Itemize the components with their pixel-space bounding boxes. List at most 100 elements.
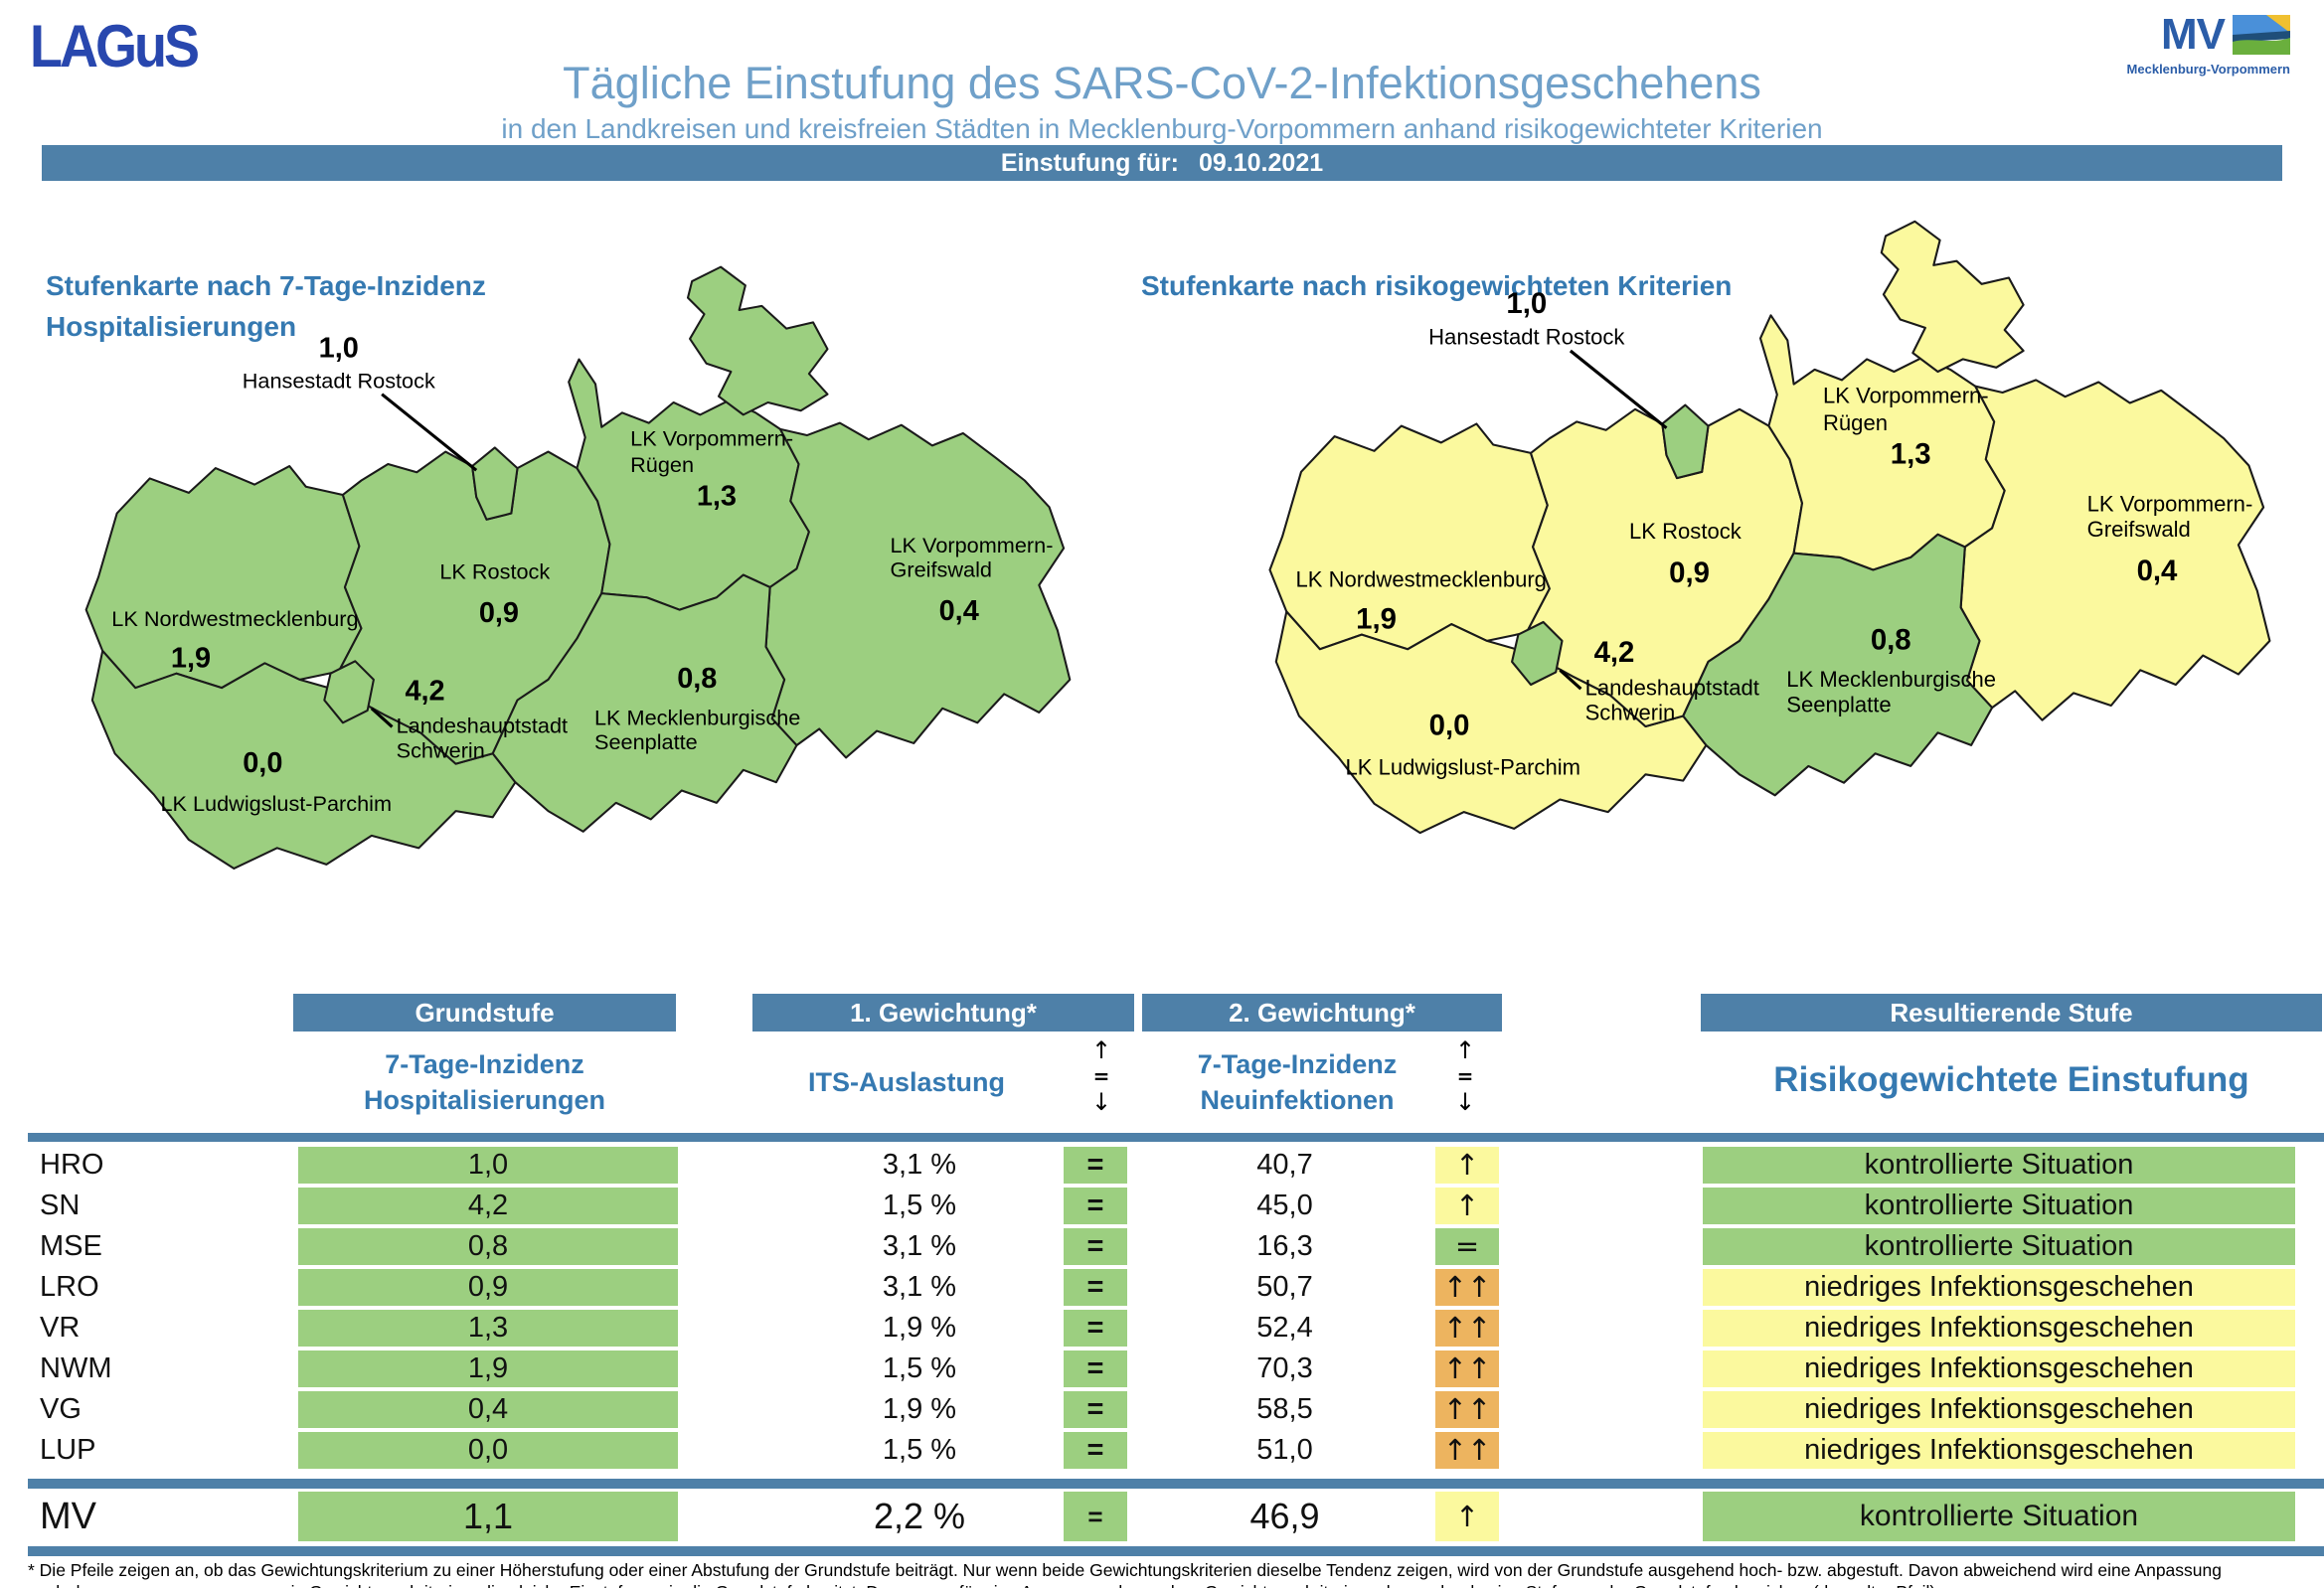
nwm-name: LK Nordwestmecklenburg xyxy=(1296,566,1547,591)
trend-legend-2: ↑ = ↓ xyxy=(1443,1037,1487,1116)
result-cell: kontrollierte Situation xyxy=(1703,1492,2295,1541)
nwm-value: 1,9 xyxy=(171,643,211,675)
neuinfektionen-value: 40,7 xyxy=(1256,1149,1313,1181)
mse-value: 0,8 xyxy=(1871,623,1911,656)
district-lup xyxy=(90,649,517,871)
mv-logo: MV Mecklenburg-Vorpommern xyxy=(2101,10,2290,77)
neuinfektionen-value: 45,0 xyxy=(1256,1190,1313,1221)
table-row: HRO 1,0 3,1 % = 40,7 ↑ kontrollierte Sit… xyxy=(0,1145,2324,1186)
district-code: LRO xyxy=(40,1271,99,1303)
mse-name-1: LK Mecklenburgische xyxy=(1786,667,1996,692)
district-code: NWM xyxy=(40,1352,112,1384)
table-body: HRO 1,0 3,1 % = 40,7 ↑ kontrollierte Sit… xyxy=(0,1145,2324,1471)
map-risikogewichtet: 1,0 Hansestadt Rostock LK Vorpommern- Rü… xyxy=(1218,205,2324,893)
trend2-cell: ↑↑ xyxy=(1435,1350,1499,1387)
trend1-cell: = xyxy=(1064,1269,1127,1306)
equals-icon: = xyxy=(1456,1064,1474,1089)
its-value: 1,5 % xyxy=(882,1190,957,1221)
trend2-cell: ↑ xyxy=(1435,1188,1499,1224)
neuinfektionen-value: 50,7 xyxy=(1256,1271,1313,1303)
trend1-cell: = xyxy=(1064,1188,1127,1224)
district-vg xyxy=(1959,379,2271,721)
divider-summary xyxy=(28,1479,2324,1489)
district-code: LUP xyxy=(40,1434,96,1466)
arrow-up-icon: ↑ xyxy=(1454,1036,1476,1064)
summary-row-mv: MV 1,1 2,2 % = 46,9 ↑ kontrollierte Situ… xyxy=(0,1489,2324,1544)
district-sn xyxy=(323,660,375,724)
district-nwm xyxy=(1268,422,1551,651)
grundstufe-cell: 0,0 xyxy=(298,1432,678,1469)
footnote-line-2: auch dann vorgenommen, wenn ein Gewichtu… xyxy=(28,1582,2310,1588)
arrow-down-icon: ↓ xyxy=(1454,1088,1476,1117)
trend2-cell: ↑↑ xyxy=(1435,1310,1499,1347)
sn-value: 4,2 xyxy=(1594,636,1635,669)
neuinfektionen-value: 51,0 xyxy=(1256,1434,1313,1466)
arrow-down-icon: ↓ xyxy=(1090,1088,1112,1117)
map-labels: 1,0 Hansestadt Rostock LK Vorpommern- Rü… xyxy=(111,333,1053,817)
column-header-gewichtung2: 2. Gewichtung* xyxy=(1142,994,1502,1032)
grundstufe-cell: 1,1 xyxy=(298,1492,678,1541)
hro-value: 1,0 xyxy=(319,333,359,365)
district-code: VG xyxy=(40,1393,82,1425)
result-cell: niedriges Infektionsgeschehen xyxy=(1703,1269,2295,1306)
trend2-cell: ↑↑ xyxy=(1435,1391,1499,1428)
hro-callout-line xyxy=(381,393,478,472)
lup-value: 0,0 xyxy=(243,747,282,779)
its-value: 3,1 % xyxy=(882,1230,957,1262)
hro-callout-line xyxy=(1569,349,1668,429)
its-value: 1,5 % xyxy=(882,1352,957,1384)
table-row: MSE 0,8 3,1 % = 16,3 = kontrollierte Sit… xyxy=(0,1226,2324,1267)
vg-name-1: LK Vorpommern- xyxy=(2087,492,2253,517)
mv-flag-icon xyxy=(2233,15,2290,55)
grundstufe-cell: 1,9 xyxy=(298,1350,678,1387)
trend2-cell: ↑ xyxy=(1435,1492,1499,1541)
hro-value: 1,0 xyxy=(1506,287,1547,320)
arrow-up-icon: ↑ xyxy=(1090,1036,1112,1064)
subheader-risikogewichtete-einstufung: Risikogewichtete Einstufung xyxy=(1773,1060,2249,1099)
subheader-neuinfektionen: 7-Tage-Inzidenz Neuinfektionen xyxy=(1197,1049,1398,1115)
district-mse xyxy=(491,573,798,833)
hro-name: Hansestadt Rostock xyxy=(243,369,435,394)
trend1-cell: = xyxy=(1064,1350,1127,1387)
hro-name: Hansestadt Rostock xyxy=(1428,325,1625,350)
result-cell: niedriges Infektionsgeschehen xyxy=(1703,1310,2295,1347)
vg-name-2: Greifswald xyxy=(891,557,992,582)
result-cell: niedriges Infektionsgeschehen xyxy=(1703,1432,2295,1469)
mse-value: 0,8 xyxy=(677,663,717,695)
divider-top xyxy=(28,1133,2324,1142)
grundstufe-cell: 0,9 xyxy=(298,1269,678,1306)
mv-logo-caption: Mecklenburg-Vorpommern xyxy=(2126,62,2290,77)
subheader-its-auslastung: ITS-Auslastung xyxy=(807,1067,1005,1097)
date-value: 09.10.2021 xyxy=(1199,148,1324,177)
neuinfektionen-value: 70,3 xyxy=(1256,1352,1313,1384)
trend1-cell: = xyxy=(1064,1147,1127,1184)
trend1-cell: = xyxy=(1064,1391,1127,1428)
grundstufe-cell: 1,3 xyxy=(298,1310,678,1347)
table-row: LRO 0,9 3,1 % = 50,7 ↑↑ niedriges Infekt… xyxy=(0,1267,2324,1308)
page-subtitle: in den Landkreisen und kreisfreien Städt… xyxy=(501,113,1823,144)
trend2-cell: ↑↑ xyxy=(1435,1432,1499,1469)
district-code: VR xyxy=(40,1312,81,1344)
sn-callout-line xyxy=(370,707,394,728)
grundstufe-cell: 0,8 xyxy=(298,1228,678,1265)
sn-name-2: Schwerin xyxy=(397,737,485,762)
sn-callout-line xyxy=(1559,669,1582,691)
table-row: NWM 1,9 1,5 % = 70,3 ↑↑ niedriges Infekt… xyxy=(0,1349,2324,1389)
its-value: 1,5 % xyxy=(882,1434,957,1466)
footnote: * Die Pfeile zeigen an, ob das Gewichtun… xyxy=(28,1560,2310,1588)
mse-name-1: LK Mecklenburgische xyxy=(594,705,800,729)
lup-name: LK Ludwigslust-Parchim xyxy=(1346,754,1581,779)
its-value: 1,9 % xyxy=(882,1393,957,1425)
trend-legend-1: ↑ = ↓ xyxy=(1079,1037,1123,1116)
map-right-title: Stufenkarte nach risikogewichteten Krite… xyxy=(1141,270,1733,301)
lup-value: 0,0 xyxy=(1429,709,1470,741)
table-row: VR 1,3 1,9 % = 52,4 ↑↑ niedriges Infekti… xyxy=(0,1308,2324,1349)
trend2-cell: ↑↑ xyxy=(1435,1269,1499,1306)
lro-value: 0,9 xyxy=(1669,556,1710,589)
trend1-cell: = xyxy=(1064,1432,1127,1469)
map-left-title: Stufenkarte nach 7-Tage-Inzidenz Hospita… xyxy=(46,270,486,342)
vr-name-1: LK Vorpommern- xyxy=(630,425,793,450)
district-vg xyxy=(764,421,1072,759)
nwm-value: 1,9 xyxy=(1356,602,1397,635)
district-sn xyxy=(1511,620,1564,687)
